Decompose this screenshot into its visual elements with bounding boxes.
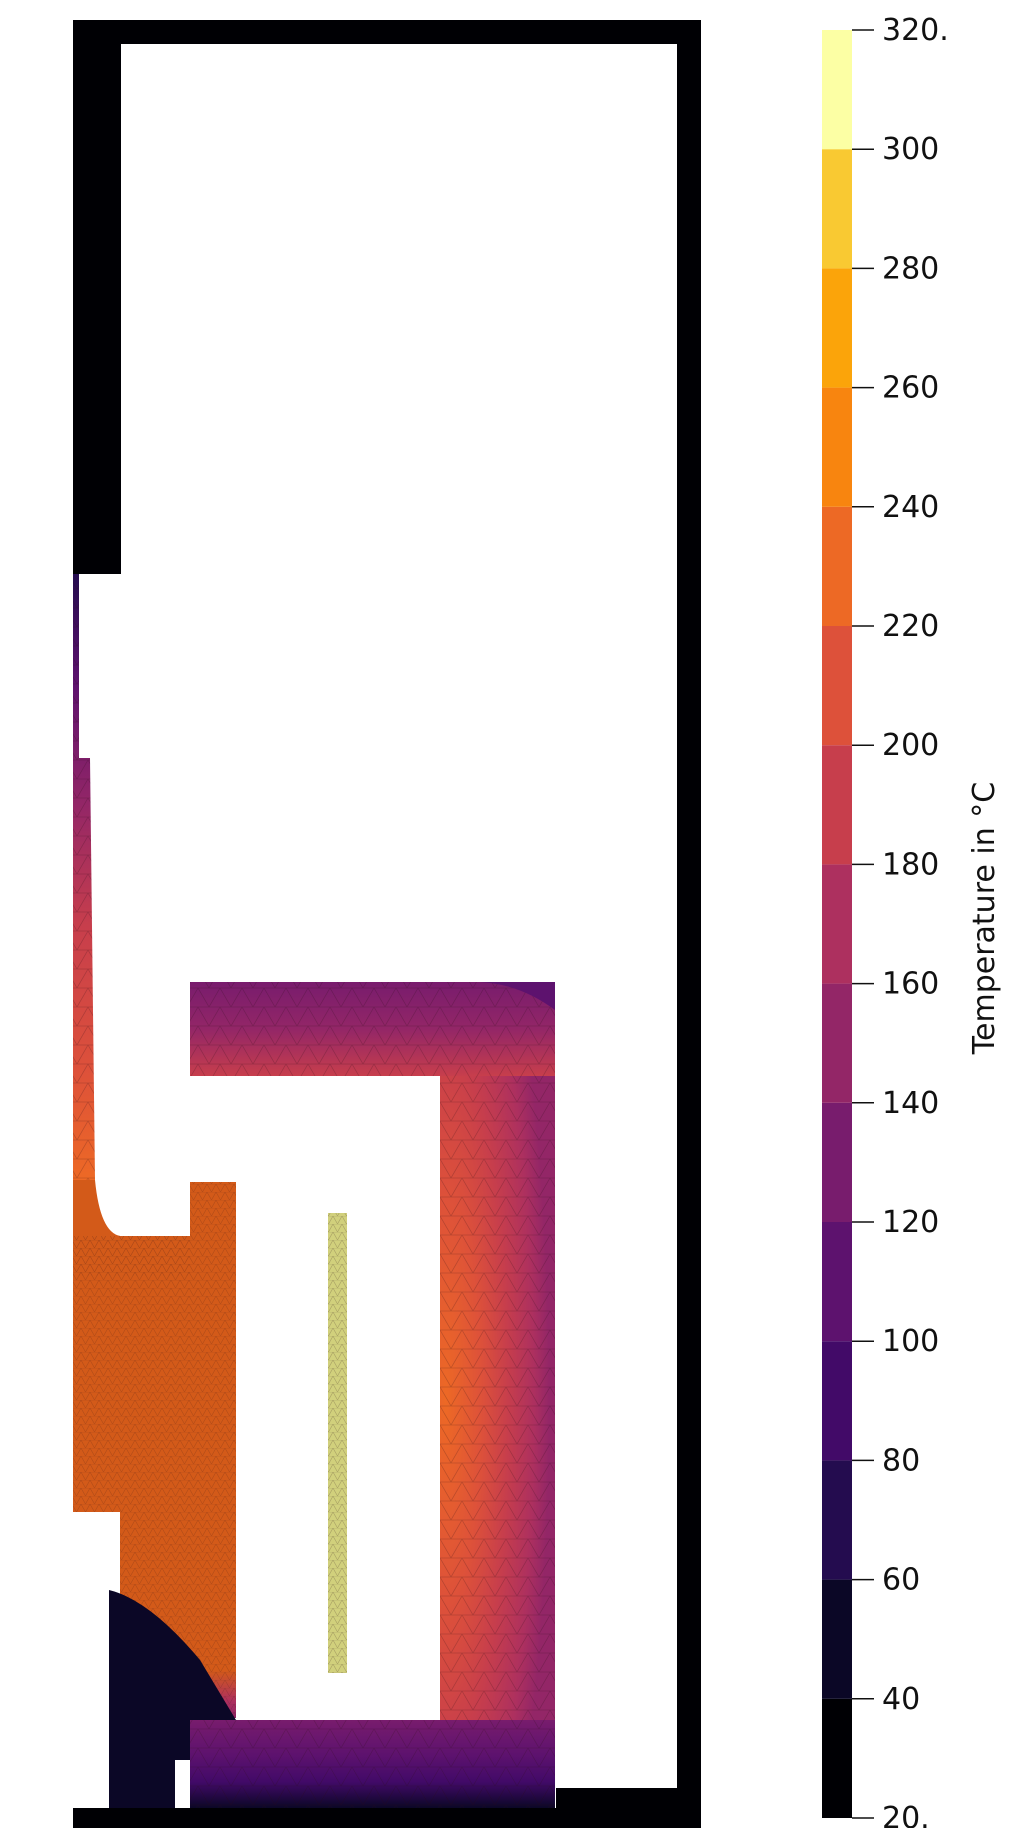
- crucible-bottom: [190, 1720, 555, 1808]
- colorbar-band: [822, 1102, 852, 1222]
- colorbar-tick-label: 200: [882, 728, 939, 763]
- colorbar-tick-label: 240: [882, 490, 939, 525]
- colorbar-title: Temperature in °C: [967, 782, 1002, 1055]
- colorbar-tick-label: 220: [882, 609, 939, 644]
- colorbar-tick-label: 40: [882, 1682, 920, 1717]
- colorbar-tick-label: 140: [882, 1086, 939, 1121]
- colorbar-tick-label: 100: [882, 1324, 939, 1359]
- colorbar-tick-label: 300: [882, 132, 939, 167]
- colorbar-tick-label: 160: [882, 967, 939, 1002]
- colorbar-band: [822, 1698, 852, 1818]
- colorbar-ticks: 20. 40 60 80 100 120 140 160 180 200 220 240 260 280 3…: [852, 13, 949, 1828]
- colorbar-band: [822, 268, 852, 388]
- colorbar-tick-label: 60: [882, 1563, 920, 1598]
- crucible-top: [190, 982, 555, 1076]
- colorbar-band: [822, 30, 852, 150]
- colorbar-tick-label: 80: [882, 1443, 920, 1478]
- colorbar-tick-label: 260: [882, 371, 939, 406]
- left-lower-block: [73, 1180, 236, 1808]
- outer-enclosure-wall: [73, 20, 701, 1828]
- colorbar-band: [822, 149, 852, 269]
- colorbar-tick-label: 120: [882, 1205, 939, 1240]
- heater-element: [328, 1213, 347, 1673]
- colorbar-band: [822, 626, 852, 746]
- temperature-colorbar: [822, 30, 852, 1818]
- colorbar-band: [822, 1579, 852, 1699]
- colorbar-band: [822, 745, 852, 865]
- crucible-right-wall: [440, 1076, 555, 1726]
- colorbar-tick-label: 320.: [882, 13, 949, 48]
- colorbar-band: [822, 387, 852, 507]
- colorbar-band: [822, 1341, 852, 1461]
- colorbar-tick-label: 180: [882, 847, 939, 882]
- colorbar-band: [822, 506, 852, 626]
- colorbar-band: [822, 1460, 852, 1580]
- colorbar-tick-label: 20.: [882, 1801, 930, 1828]
- colorbar-band: [822, 983, 852, 1103]
- colorbar-band: [822, 864, 852, 984]
- left-wall-strip: [73, 574, 95, 1180]
- colorbar-tick-label: 280: [882, 251, 939, 286]
- colorbar-band: [822, 1222, 852, 1342]
